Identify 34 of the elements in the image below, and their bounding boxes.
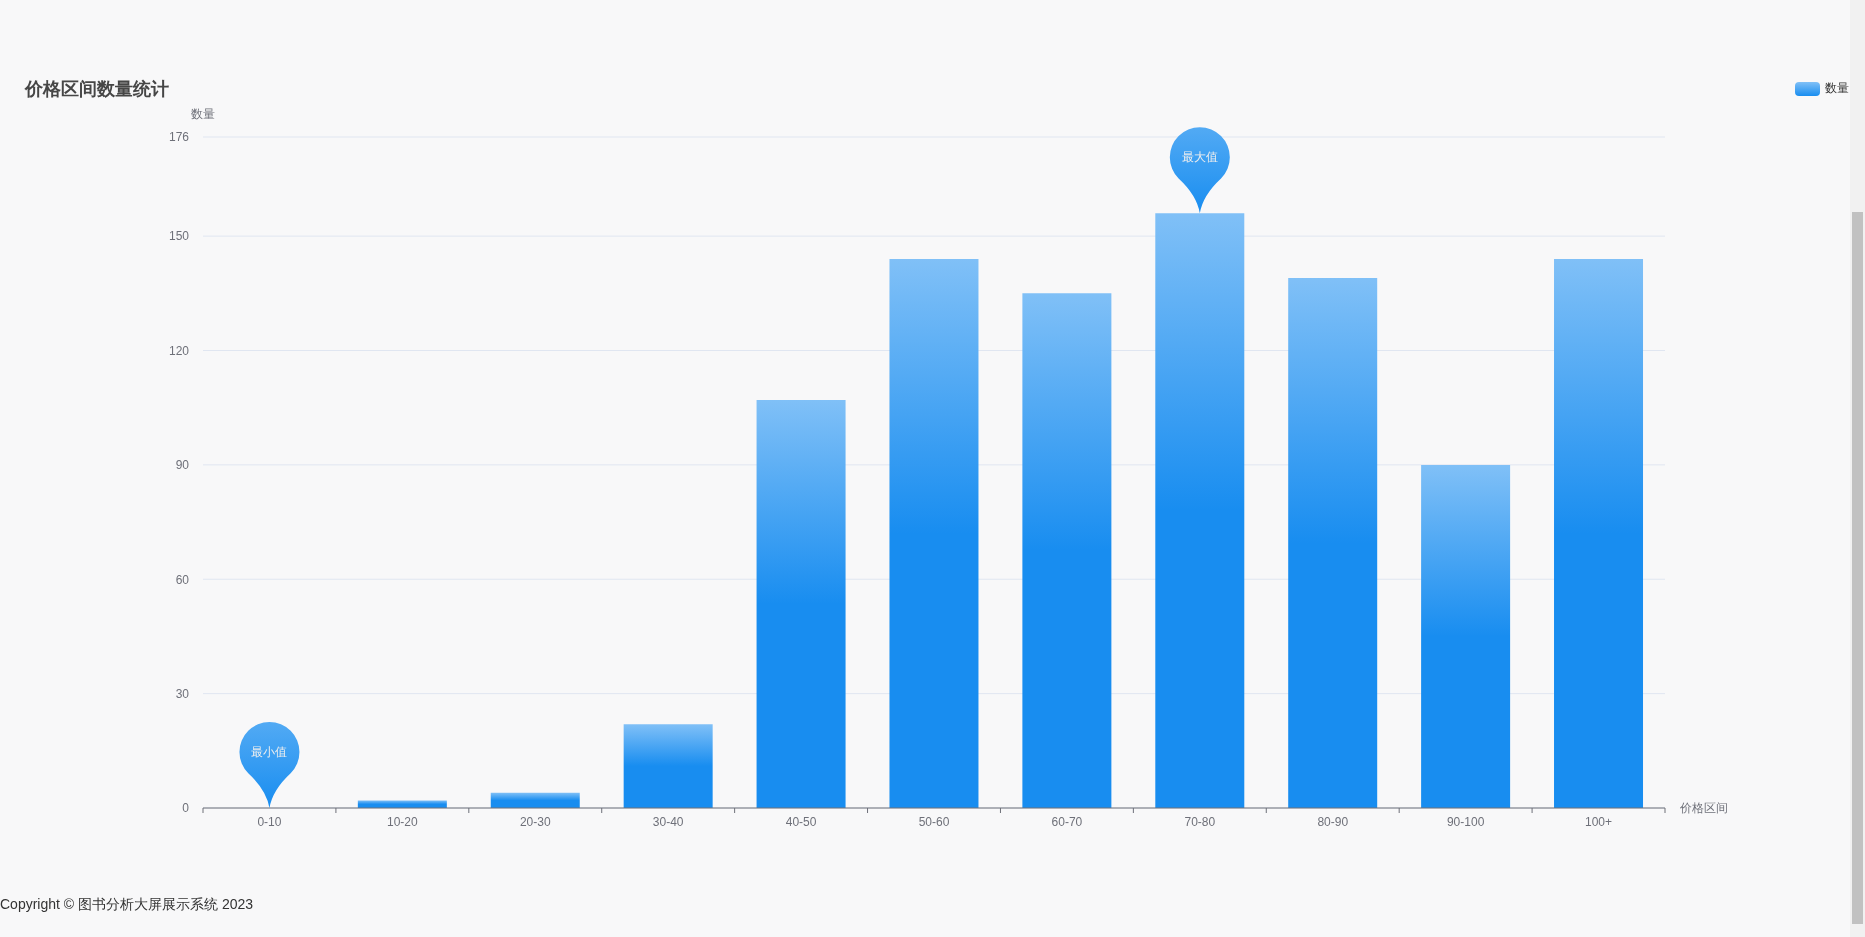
- y-tick-label: 90: [175, 458, 190, 473]
- x-tick-label: 20-30: [519, 815, 551, 829]
- annotation: 最大值: [1181, 150, 1218, 165]
- y-tick-label: 120: [168, 343, 190, 358]
- text: Copyright © 图书分析大屏展示系统 2023: [0, 896, 254, 914]
- bar: [1554, 259, 1644, 808]
- x-tick-label: 10-20: [387, 815, 419, 829]
- bar: [490, 792, 580, 808]
- x-axis-title: 价格区间: [1680, 800, 1728, 817]
- y-axis-title: 数量: [191, 106, 215, 123]
- x-tick-label: 60-70: [1051, 815, 1083, 829]
- bar: [357, 800, 447, 808]
- y-tick-label: 176: [168, 130, 190, 145]
- annotation: 最小值: [251, 745, 288, 759]
- bar: [1022, 293, 1112, 808]
- bar: [1421, 464, 1511, 808]
- x-tick-label: 30-40: [652, 815, 684, 829]
- x-tick-label: 80-90: [1317, 815, 1349, 829]
- bar: [756, 400, 846, 808]
- y-tick-label: 60: [175, 572, 190, 587]
- legend-label: 数量: [1825, 80, 1849, 97]
- x-tick-label: 100+: [1585, 815, 1613, 829]
- bar: [623, 724, 713, 808]
- x-tick-label: 90-100: [1446, 815, 1485, 829]
- x-tick-label: 70-80: [1184, 815, 1216, 829]
- x-tick-label: 0-10: [257, 815, 282, 829]
- bar: [889, 259, 979, 808]
- x-tick-label: 40-50: [785, 815, 817, 829]
- chart-title: 价格区间数量统计: [25, 78, 169, 101]
- y-tick-label: 0: [182, 801, 190, 816]
- bar: [1288, 278, 1378, 808]
- x-tick-label: 50-60: [918, 815, 950, 829]
- y-tick-label: 30: [175, 686, 190, 701]
- y-tick-label: 150: [168, 229, 190, 244]
